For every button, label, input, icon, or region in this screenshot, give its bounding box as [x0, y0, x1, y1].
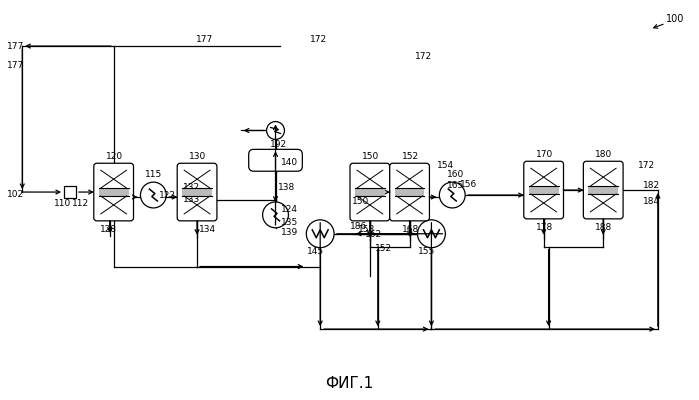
Text: 120: 120	[106, 152, 123, 161]
FancyBboxPatch shape	[249, 149, 303, 171]
Text: 132: 132	[183, 182, 201, 192]
Text: 188: 188	[596, 223, 612, 232]
Text: 145: 145	[308, 247, 324, 256]
Text: 152: 152	[375, 244, 392, 253]
Text: 100: 100	[665, 14, 684, 24]
Text: 134: 134	[199, 225, 216, 234]
Text: 172: 172	[638, 161, 655, 170]
Bar	[395, 188, 424, 196]
Text: 160: 160	[447, 170, 465, 179]
Text: 177: 177	[8, 62, 24, 70]
Text: 155: 155	[417, 247, 435, 256]
Text: 138: 138	[278, 182, 295, 192]
Bar	[182, 188, 212, 196]
Text: 128: 128	[100, 225, 117, 234]
Text: 172: 172	[310, 35, 327, 44]
Circle shape	[266, 122, 284, 140]
Text: 140: 140	[280, 158, 298, 167]
Bar	[589, 186, 618, 194]
Text: 158: 158	[358, 225, 375, 234]
Text: 154: 154	[438, 161, 454, 170]
Text: 177: 177	[8, 42, 24, 51]
FancyBboxPatch shape	[350, 163, 390, 221]
Bar	[528, 186, 559, 194]
Text: 122: 122	[159, 190, 176, 200]
Text: 156: 156	[460, 180, 477, 189]
Text: 133: 133	[183, 196, 201, 204]
FancyBboxPatch shape	[390, 163, 429, 221]
Text: 182: 182	[643, 181, 660, 190]
Text: 184: 184	[643, 198, 660, 206]
Text: 170: 170	[535, 150, 553, 159]
Circle shape	[306, 220, 334, 248]
Text: 168: 168	[402, 225, 419, 234]
Text: 110: 110	[54, 200, 71, 208]
Text: 186: 186	[350, 222, 367, 231]
FancyBboxPatch shape	[94, 163, 134, 221]
Text: 178: 178	[535, 223, 553, 232]
Circle shape	[263, 202, 289, 228]
FancyBboxPatch shape	[178, 163, 217, 221]
Text: 172: 172	[415, 52, 432, 60]
Text: 112: 112	[72, 200, 89, 208]
Circle shape	[440, 182, 466, 208]
Text: 180: 180	[596, 150, 612, 159]
Text: 124: 124	[280, 206, 298, 214]
Bar	[99, 188, 129, 196]
FancyBboxPatch shape	[524, 161, 563, 219]
Text: ФИГ.1: ФИГ.1	[325, 376, 373, 391]
Text: 162: 162	[365, 230, 382, 239]
Circle shape	[140, 182, 166, 208]
Bar	[355, 188, 384, 196]
Text: 115: 115	[145, 170, 163, 179]
Text: 165: 165	[447, 181, 465, 190]
Circle shape	[417, 220, 445, 248]
Text: 150: 150	[352, 198, 369, 206]
Text: 177: 177	[196, 35, 213, 44]
Text: 192: 192	[270, 140, 287, 149]
Text: 102: 102	[8, 190, 24, 198]
Text: 152: 152	[402, 152, 419, 161]
Text: 150: 150	[362, 152, 379, 161]
Text: 139: 139	[280, 228, 298, 237]
FancyBboxPatch shape	[584, 161, 623, 219]
Bar	[64, 186, 76, 198]
Text: 135: 135	[280, 218, 298, 227]
Text: 130: 130	[189, 152, 206, 161]
